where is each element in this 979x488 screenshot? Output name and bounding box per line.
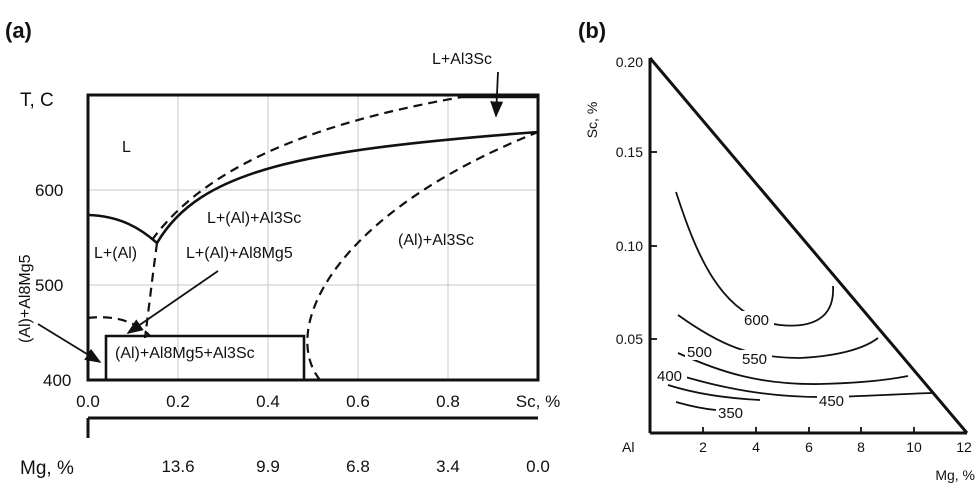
b-y-tick-0-05: 0.05 bbox=[616, 331, 643, 347]
x-tick-0-6: 0.6 bbox=[346, 392, 370, 411]
x-tick-0-8: 0.8 bbox=[436, 392, 460, 411]
b-y-tick-0-10: 0.10 bbox=[616, 238, 643, 254]
x-tick-0-4: 0.4 bbox=[256, 392, 280, 411]
dashed-boundary-al8mg5 bbox=[87, 316, 151, 337]
isotherm-550 bbox=[677, 314, 879, 359]
isotherm-400 bbox=[667, 384, 761, 401]
panel-a: (a) L L+(Al)+Al3Sc L+(Al) L+(Al)+Al8Mg5 bbox=[5, 18, 560, 479]
b-x-tick-8: 8 bbox=[857, 439, 865, 455]
region-label-al-al8mg5-al3sc: (Al)+Al8Mg5+Al3Sc bbox=[115, 345, 255, 362]
y-tick-600: 600 bbox=[35, 181, 63, 200]
mg-tick-3-4: 3.4 bbox=[436, 457, 460, 476]
panel-b-origin-label: Al bbox=[622, 439, 634, 455]
panel-a-x-axis-label: Sc, % bbox=[516, 392, 560, 411]
arrow-al-al8mg5 bbox=[37, 323, 102, 363]
y-tick-400: 400 bbox=[43, 371, 71, 390]
x-tick-0-2: 0.2 bbox=[166, 392, 190, 411]
panel-b: (b) 0.20 0.15 0.10 0.05 Sc, % Al 2 4 6 8… bbox=[578, 18, 975, 483]
isotherm-label-350: 350 bbox=[718, 405, 743, 422]
isotherm-350 bbox=[675, 401, 717, 411]
dashed-boundary-al-al3sc bbox=[306, 130, 539, 381]
b-x-tick-6: 6 bbox=[805, 439, 813, 455]
panel-b-hypotenuse bbox=[648, 57, 969, 434]
panel-a-grid bbox=[88, 95, 538, 380]
panel-a-label: (a) bbox=[5, 18, 32, 43]
liquidus-curve-al bbox=[87, 213, 158, 244]
isotherm-600 bbox=[675, 191, 834, 327]
panel-b-y-axis-label: Sc, % bbox=[584, 102, 600, 139]
region-label-liquid: L bbox=[122, 139, 131, 156]
region-label-l-al-al8mg5: L+(Al)+Al8Mg5 bbox=[186, 245, 293, 262]
mg-tick-9-9: 9.9 bbox=[256, 457, 280, 476]
y-tick-500: 500 bbox=[35, 276, 63, 295]
isotherm-label-400: 400 bbox=[657, 368, 682, 385]
region-label-al-al8mg5: (Al)+Al8Mg5 bbox=[17, 254, 34, 343]
mg-tick-0-0: 0.0 bbox=[526, 457, 550, 476]
b-x-tick-10: 10 bbox=[906, 439, 922, 455]
b-x-tick-12: 12 bbox=[956, 439, 972, 455]
mg-axis-label: Mg, % bbox=[20, 458, 74, 479]
panel-a-y-axis-label: T, C bbox=[20, 90, 54, 111]
panel-b-label: (b) bbox=[578, 18, 606, 43]
dashed-boundary-left bbox=[143, 242, 159, 339]
isotherm-label-450: 450 bbox=[819, 393, 844, 410]
arrow-l-al3sc bbox=[490, 71, 504, 118]
isotherm-450 bbox=[671, 372, 933, 398]
isotherm-label-500: 500 bbox=[687, 344, 712, 361]
b-x-tick-2: 2 bbox=[699, 439, 707, 455]
b-x-tick-4: 4 bbox=[752, 439, 760, 455]
b-y-tick-0-20: 0.20 bbox=[616, 54, 643, 70]
arrow-l-al-al8mg5 bbox=[126, 270, 219, 334]
dashed-boundary-upper bbox=[151, 95, 463, 241]
mg-tick-13-6: 13.6 bbox=[161, 457, 194, 476]
x-tick-0-0: 0.0 bbox=[76, 392, 100, 411]
panel-b-x-axis-label: Mg, % bbox=[935, 467, 975, 483]
region-label-l-al3sc: L+Al3Sc bbox=[432, 51, 492, 68]
isotherm-label-600: 600 bbox=[744, 312, 769, 329]
isotherm-500 bbox=[677, 352, 909, 385]
b-y-tick-0-15: 0.15 bbox=[616, 144, 643, 160]
region-label-l-al: L+(Al) bbox=[94, 245, 137, 262]
mg-tick-6-8: 6.8 bbox=[346, 457, 370, 476]
region-label-al-al3sc: (Al)+Al3Sc bbox=[398, 232, 474, 249]
liquidus-curve-al3sc bbox=[155, 130, 539, 244]
panel-a-plot-frame bbox=[86, 93, 540, 382]
isotherm-label-550: 550 bbox=[742, 351, 767, 368]
region-label-l-al-al3sc: L+(Al)+Al3Sc bbox=[207, 210, 301, 227]
three-phase-boundary bbox=[104, 334, 306, 380]
